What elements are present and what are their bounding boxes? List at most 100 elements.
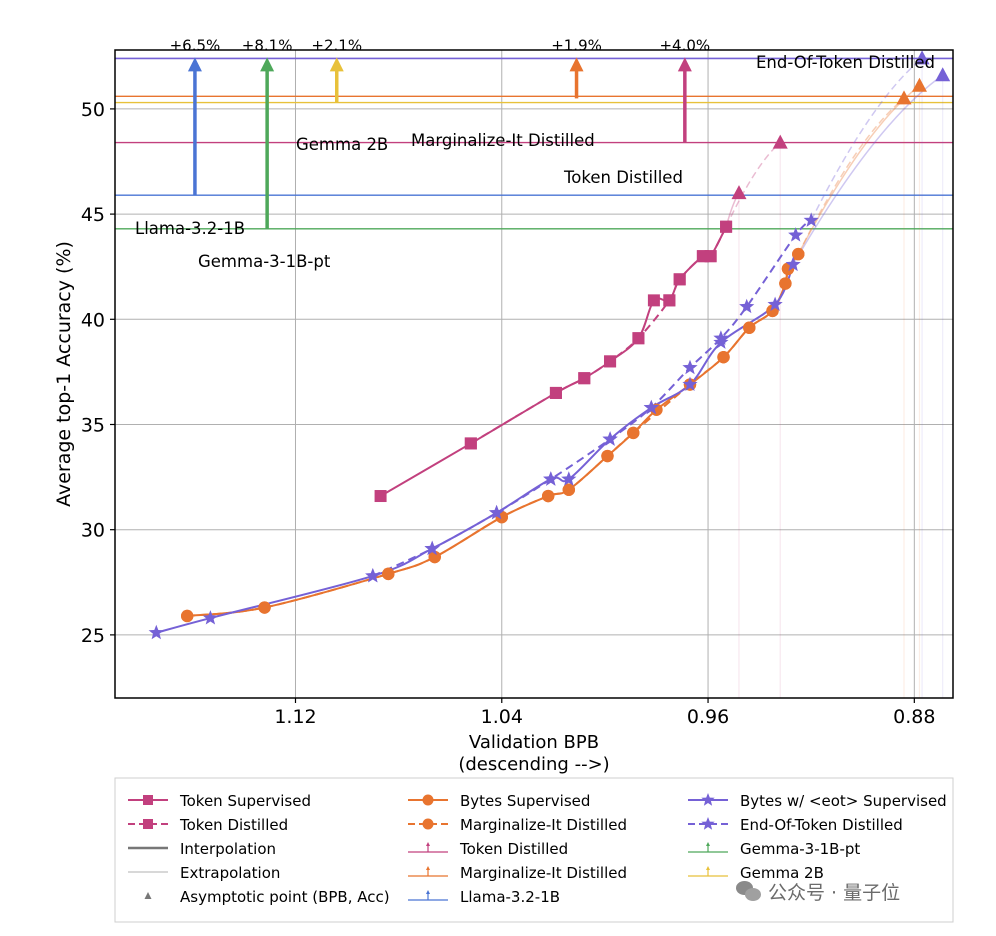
legend-entry-2: Bytes w/ <eot> Supervised <box>688 792 947 810</box>
point-token_dist-9 <box>720 220 733 233</box>
arrow-head-1 <box>260 57 275 72</box>
legend-label-8: Gemma-3-1B-pt <box>740 840 860 858</box>
legend-label-12: Asymptotic point (BPB, Acc) <box>180 888 390 906</box>
point-marg_dist-2 <box>382 567 395 581</box>
point-marg_dist-3 <box>428 550 441 564</box>
legend-entry-6: Interpolation <box>128 840 276 858</box>
legend-label-5: End-Of-Token Distilled <box>740 816 903 834</box>
point-marg_dist-1 <box>258 601 271 614</box>
legend-label-4: Marginalize-It Distilled <box>460 816 627 834</box>
asymptote-point-3 <box>911 77 927 92</box>
series-line-marg_dist <box>187 253 800 617</box>
legend-label-11: Gemma 2B <box>740 864 824 882</box>
point-marg_dist-5 <box>541 489 555 503</box>
point-eot_dist-1 <box>424 540 440 556</box>
annotation-5: End-Of-Token Distilled <box>756 53 935 72</box>
point-marg_dist-0 <box>180 609 194 623</box>
y-tick-label-2: 35 <box>81 414 105 436</box>
arrow-head-3 <box>569 57 584 72</box>
legend-label-1: Bytes Supervised <box>460 792 590 810</box>
point-bytes_eot_sup-0 <box>148 624 164 640</box>
point-bytes_eot_sup-11 <box>767 296 783 311</box>
series-markers <box>148 50 951 640</box>
watermark: 公众号 · 量子位 <box>736 878 900 905</box>
annotation-2: Gemma 2B <box>296 135 388 154</box>
point-eot_dist-7 <box>713 330 729 345</box>
x-axis-label: Validation BPB <box>469 732 599 753</box>
point-marg_dist-8 <box>627 426 640 440</box>
grid <box>115 50 953 698</box>
point-token_sup-6 <box>647 294 660 307</box>
legend-entry-10: Marginalize-It Distilled <box>408 864 627 882</box>
point-bytes_eot_sup-6 <box>561 471 577 486</box>
asymptote-point-1 <box>731 185 747 200</box>
point-eot_dist-10 <box>803 212 819 227</box>
point-bytes_eot_sup-9 <box>682 376 698 391</box>
point-token_sup-0 <box>374 490 387 503</box>
watermark-text: 公众号 · 量子位 <box>768 882 901 904</box>
legend-entry-8: Gemma-3-1B-pt <box>688 840 860 858</box>
legend: Token Supervised Bytes Supervised Bytes w/… <box>114 777 954 923</box>
arrow-label-0: +6.5% <box>170 36 221 54</box>
point-bytes_eot_sup-1 <box>202 610 218 625</box>
arrow-label-2: +2.1% <box>311 36 362 54</box>
point-marg_dist-13 <box>779 277 792 290</box>
extrapolation-4 <box>810 57 923 221</box>
arrow-label-4: +4.0% <box>659 36 710 54</box>
y-tick-label-5: 50 <box>81 99 105 121</box>
point-eot_dist-2 <box>489 504 505 520</box>
series-line-eot_dist <box>372 219 812 577</box>
point-token_dist-8 <box>704 250 717 263</box>
asymptote-point-5 <box>935 67 951 82</box>
point-bytes_eot_sup-10 <box>713 334 729 349</box>
arrow-head-4 <box>677 57 692 72</box>
point-eot_dist-0 <box>365 568 381 583</box>
legend-label-7: Token Distilled <box>459 840 568 858</box>
legend-entry-11: Gemma 2B <box>688 864 824 882</box>
point-eot_dist-5 <box>643 399 659 415</box>
arrow-label-1: +8.1% <box>242 36 293 54</box>
series-lines <box>155 219 812 634</box>
legend-label-2: Bytes w/ <eot> Supervised <box>740 792 947 810</box>
x-tick-label-1: 1.04 <box>481 706 523 728</box>
point-marg_dist-11 <box>743 321 756 334</box>
point-token_dist-6 <box>673 273 686 286</box>
legend-label-13: Llama-3.2-1B <box>460 888 560 906</box>
point-bytes_eot_sup-12 <box>785 256 801 272</box>
point-token_dist-2 <box>578 372 591 385</box>
legend-entry-0: Token Supervised <box>128 792 311 810</box>
y-tick-label-3: 40 <box>81 309 105 331</box>
point-token_dist-3 <box>604 355 617 368</box>
point-token_dist-0 <box>464 437 477 450</box>
legend-entry-7: Token Distilled <box>408 840 568 858</box>
y-tick-label-0: 25 <box>81 625 105 647</box>
asymptote-point-0 <box>772 134 788 149</box>
legend-entry-9: Extrapolation <box>128 864 280 882</box>
series-line-token_sup <box>380 226 727 497</box>
annotation-4: Token Distilled <box>563 168 683 187</box>
x-axis-sublabel: (descending -->) <box>458 754 609 775</box>
legend-entry-13: Llama-3.2-1B <box>408 888 560 906</box>
point-marg_dist-15 <box>792 247 805 261</box>
point-token_dist-1 <box>549 386 562 399</box>
extrapolation-lines <box>725 57 944 698</box>
point-marg_dist-7 <box>601 449 614 463</box>
legend-label-6: Interpolation <box>180 840 276 858</box>
annotations: Llama-3.2-1B Gemma-3-1B-pt Gemma 2B Margina… <box>135 53 935 271</box>
legend-entry-1: Bytes Supervised <box>408 792 590 810</box>
legend-label-10: Marginalize-It Distilled <box>460 864 627 882</box>
legend-entry-4: Marginalize-It Distilled <box>408 816 627 834</box>
x-tick-label-3: 0.88 <box>893 706 935 728</box>
plot-frame <box>114 49 954 699</box>
legend-entry-3: Token Distilled <box>128 816 288 834</box>
asymptote-point-2 <box>896 90 912 105</box>
point-eot_dist-8 <box>739 298 755 314</box>
legend-box <box>114 777 954 923</box>
y-axis-label: Average top-1 Accuracy (%) <box>53 241 75 507</box>
y-tick-label-1: 30 <box>81 520 105 542</box>
arrow-label-3: +1.9% <box>551 36 602 54</box>
wechat-icon <box>736 880 762 903</box>
asymptote-point-4 <box>914 50 930 65</box>
series-line-token_dist <box>470 226 727 445</box>
point-eot_dist-6 <box>682 359 698 375</box>
